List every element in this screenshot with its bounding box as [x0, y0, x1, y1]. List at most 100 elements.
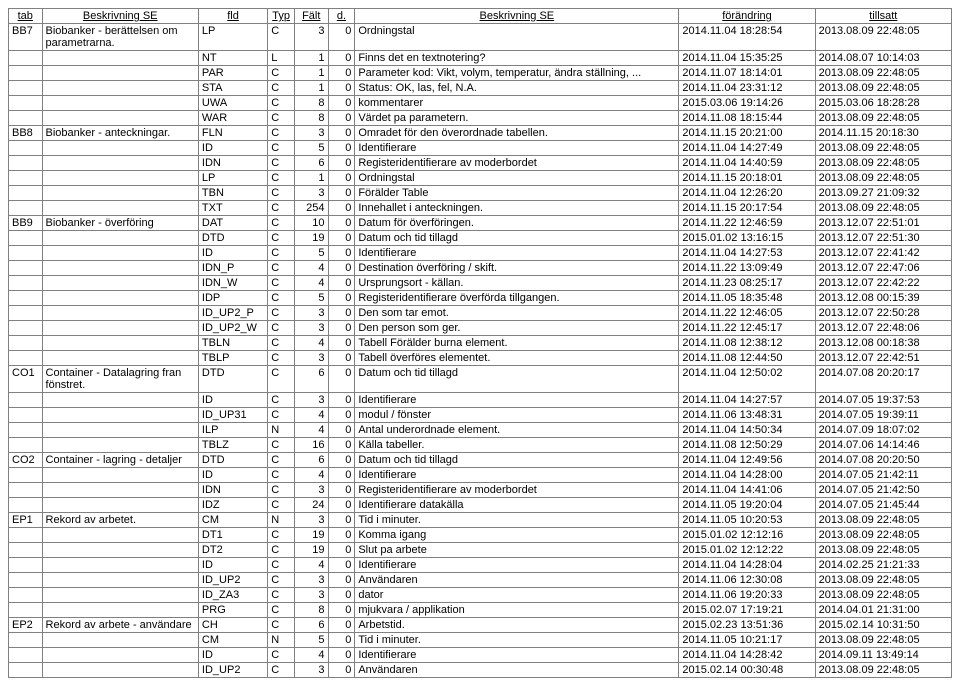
- table-cell: STA: [198, 81, 267, 96]
- table-cell: [42, 648, 198, 663]
- table-cell: 2013.08.09 22:48:05: [815, 663, 951, 678]
- table-row: IDPC50Registeridentifierare överförda ti…: [9, 291, 952, 306]
- table-cell: 2013.08.09 22:48:05: [815, 633, 951, 648]
- table-cell: TBN: [198, 186, 267, 201]
- table-cell: Tabell Förälder burna element.: [355, 336, 679, 351]
- table-cell: 0: [328, 351, 355, 366]
- col-header: Beskrivning SE: [355, 9, 679, 24]
- table-cell: Ursprungsort - källan.: [355, 276, 679, 291]
- table-cell: Container - lagring - detaljer: [42, 453, 198, 468]
- table-cell: BB9: [9, 216, 43, 231]
- table-row: DT1C190Komma igang2015.01.02 12:12:16201…: [9, 528, 952, 543]
- table-row: CO2Container - lagring - detaljerDTDC60D…: [9, 453, 952, 468]
- table-cell: 4: [295, 408, 329, 423]
- table-cell: [9, 156, 43, 171]
- table-cell: [9, 483, 43, 498]
- table-cell: BB7: [9, 24, 43, 51]
- table-row: IDC30Identifierare2014.11.04 14:27:57201…: [9, 393, 952, 408]
- col-header: d.: [328, 9, 355, 24]
- table-cell: 2015.02.14 10:31:50: [815, 618, 951, 633]
- table-cell: [9, 66, 43, 81]
- table-cell: Container - Datalagring fran fönstret.: [42, 366, 198, 393]
- table-cell: 3: [295, 573, 329, 588]
- table-cell: 0: [328, 393, 355, 408]
- table-cell: 0: [328, 156, 355, 171]
- table-cell: 0: [328, 648, 355, 663]
- table-row: LPC10Ordningstal2014.11.15 20:18:012013.…: [9, 171, 952, 186]
- table-cell: C: [268, 261, 295, 276]
- table-cell: 0: [328, 423, 355, 438]
- table-cell: [42, 351, 198, 366]
- col-header: Typ: [268, 9, 295, 24]
- table-cell: 2014.11.05 10:21:17: [679, 633, 815, 648]
- table-row: IDN_PC40Destination överföring / skift.2…: [9, 261, 952, 276]
- table-cell: 5: [295, 141, 329, 156]
- table-cell: 0: [328, 633, 355, 648]
- table-cell: [9, 663, 43, 678]
- table-cell: 0: [328, 231, 355, 246]
- table-row: IDC40Identifierare2014.11.04 14:28:00201…: [9, 468, 952, 483]
- table-cell: Parameter kod: Vikt, volym, temperatur, …: [355, 66, 679, 81]
- table-cell: 4: [295, 468, 329, 483]
- table-cell: Identifierare datakälla: [355, 498, 679, 513]
- table-cell: [9, 291, 43, 306]
- table-row: ID_UP31C40modul / fönster2014.11.06 13:4…: [9, 408, 952, 423]
- table-cell: dator: [355, 588, 679, 603]
- table-cell: [9, 351, 43, 366]
- table-row: ID_UP2_WC30Den person som ger.2014.11.22…: [9, 321, 952, 336]
- col-header: tab: [9, 9, 43, 24]
- table-cell: 0: [328, 528, 355, 543]
- table-cell: 2013.12.07 22:47:06: [815, 261, 951, 276]
- table-cell: [42, 408, 198, 423]
- table-cell: C: [268, 618, 295, 633]
- table-cell: Värdet pa parametern.: [355, 111, 679, 126]
- table-row: IDNC30Registeridentifierare av moderbord…: [9, 483, 952, 498]
- table-cell: DTD: [198, 231, 267, 246]
- table-cell: [9, 246, 43, 261]
- table-row: IDC40Identifierare2014.11.04 14:28:04201…: [9, 558, 952, 573]
- table-cell: 0: [328, 336, 355, 351]
- table-cell: [9, 51, 43, 66]
- table-cell: C: [268, 111, 295, 126]
- table-cell: [42, 186, 198, 201]
- table-cell: 2013.08.09 22:48:05: [815, 528, 951, 543]
- table-cell: 4: [295, 261, 329, 276]
- table-cell: [42, 528, 198, 543]
- table-cell: ID_ZA3: [198, 588, 267, 603]
- table-cell: [42, 81, 198, 96]
- table-cell: 2014.11.04 14:27:53: [679, 246, 815, 261]
- table-row: DTDC190Datum och tid tillagd2015.01.02 1…: [9, 231, 952, 246]
- table-cell: 0: [328, 663, 355, 678]
- table-cell: DTD: [198, 453, 267, 468]
- table-cell: 2013.08.09 22:48:05: [815, 81, 951, 96]
- table-cell: 2014.11.04 12:26:20: [679, 186, 815, 201]
- table-cell: FLN: [198, 126, 267, 141]
- table-cell: C: [268, 498, 295, 513]
- table-cell: [42, 543, 198, 558]
- table-cell: ID: [198, 246, 267, 261]
- table-cell: 2013.08.09 22:48:05: [815, 543, 951, 558]
- table-cell: [9, 543, 43, 558]
- table-cell: [42, 261, 198, 276]
- table-cell: 2014.11.15 20:18:01: [679, 171, 815, 186]
- table-cell: CO2: [9, 453, 43, 468]
- table-cell: 2013.12.07 22:48:06: [815, 321, 951, 336]
- table-cell: [9, 261, 43, 276]
- table-row: DT2C190Slut pa arbete2015.01.02 12:12:22…: [9, 543, 952, 558]
- table-cell: C: [268, 186, 295, 201]
- table-cell: C: [268, 528, 295, 543]
- table-cell: LP: [198, 24, 267, 51]
- table-cell: 2014.07.05 21:42:11: [815, 468, 951, 483]
- table-cell: Biobanker - överföring: [42, 216, 198, 231]
- table-cell: 0: [328, 171, 355, 186]
- table-cell: Datum för överföringen.: [355, 216, 679, 231]
- table-cell: 8: [295, 603, 329, 618]
- table-cell: ID_UP2_W: [198, 321, 267, 336]
- table-cell: IDN_P: [198, 261, 267, 276]
- table-row: CO1Container - Datalagring fran fönstret…: [9, 366, 952, 393]
- table-cell: [9, 276, 43, 291]
- table-cell: 2014.11.04 23:31:12: [679, 81, 815, 96]
- table-cell: 0: [328, 24, 355, 51]
- table-cell: ID_UP2: [198, 573, 267, 588]
- table-cell: [42, 423, 198, 438]
